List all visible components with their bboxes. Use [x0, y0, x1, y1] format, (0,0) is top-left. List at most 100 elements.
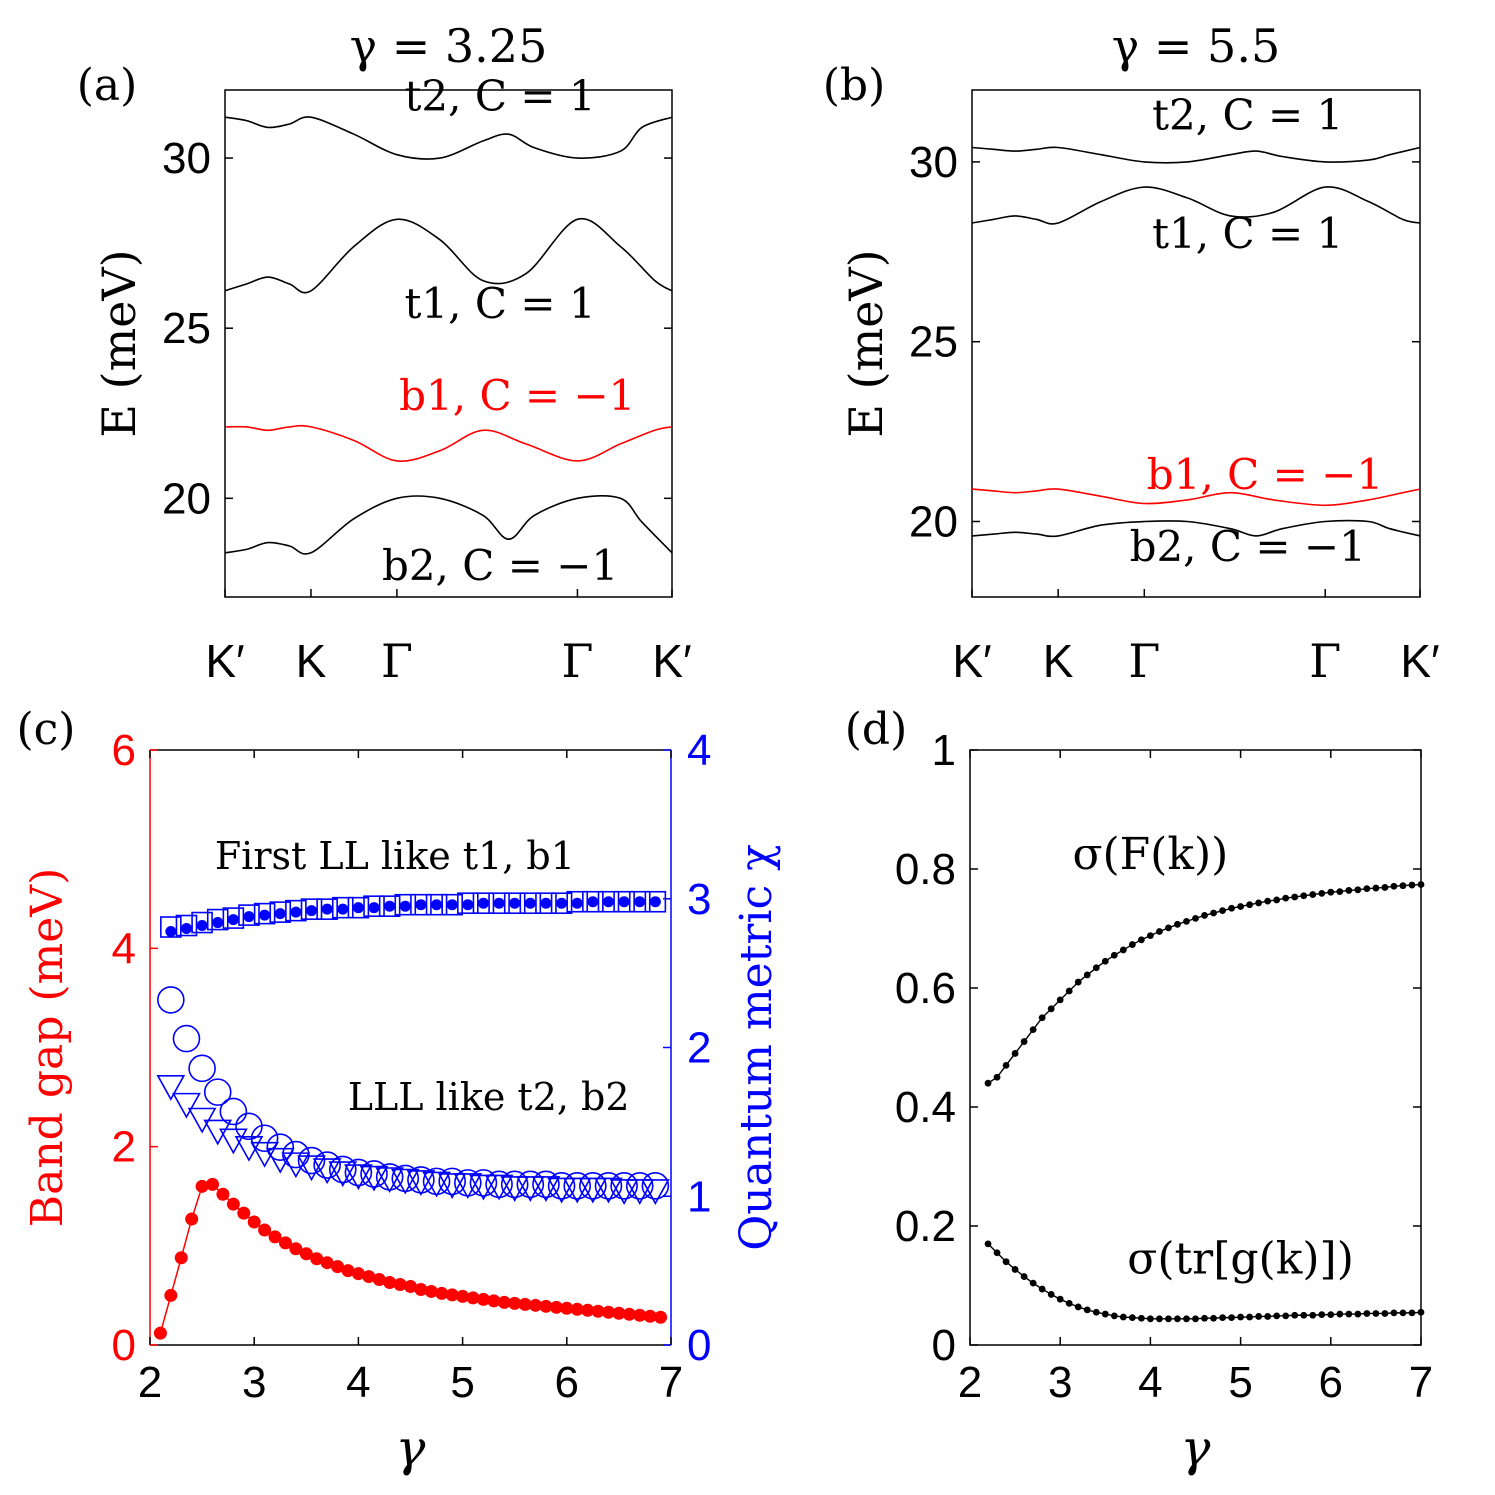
series-point: [1092, 964, 1100, 972]
metric-point-t2: [625, 1172, 654, 1200]
gap-point: [581, 1303, 595, 1317]
series-point: [1156, 928, 1163, 935]
panel-label: (a): [77, 60, 138, 111]
band-curve: [971, 186, 1421, 225]
metric-point-b2: [469, 1174, 498, 1201]
metric-point-b2: [500, 1176, 530, 1202]
series-point: [1399, 1309, 1407, 1317]
x-axis-label: γ: [1181, 1419, 1211, 1477]
gap-point: [341, 1264, 355, 1278]
metric-point-t1: [191, 911, 213, 934]
panel-title: γ = 5.5: [1112, 19, 1280, 73]
metric-point-t2: [203, 1078, 232, 1106]
metric-point-b2: [515, 1176, 545, 1202]
metric-point-t1: [644, 890, 667, 913]
y-tick-label-left: 0: [112, 1321, 136, 1370]
metric-point-b2: [406, 1170, 436, 1197]
metric-point-t2: [516, 1170, 545, 1199]
plot-frame: [224, 89, 673, 598]
gap-point: [247, 1215, 261, 1229]
y-tick-label-left: 6: [112, 726, 136, 775]
metric-point-b1: [227, 914, 239, 926]
metric-point-t2: [188, 1054, 216, 1083]
x-tick-label: K′: [1400, 635, 1439, 687]
gap-point: [195, 1179, 209, 1193]
series-point: [1237, 1313, 1244, 1321]
gap-point: [497, 1295, 511, 1309]
series-point: [1174, 1315, 1181, 1323]
panel-d: 2 3 4 5 6 7 0 0.2 0.4 0.6 0.8 1 σ(F(k)) σ(tr[g(k)]) γ (…: [845, 704, 1433, 1477]
gap-point: [362, 1270, 376, 1284]
metric-point-b2: [594, 1177, 623, 1204]
metric-point-b2: [422, 1171, 451, 1198]
gap-point: [612, 1306, 626, 1320]
metric-point-b1: [415, 899, 427, 911]
metric-point-t2: [579, 1172, 607, 1200]
series-point: [1119, 1313, 1127, 1321]
metric-point-b1: [321, 903, 333, 915]
series-point: [1020, 1038, 1028, 1045]
metric-point-t1: [253, 902, 276, 925]
metric-point-t2: [532, 1170, 560, 1199]
metric-point-t2: [438, 1167, 466, 1196]
gap-point: [466, 1291, 480, 1305]
series-point: [1047, 1005, 1055, 1013]
series-point: [1417, 1308, 1425, 1316]
series-point: [1038, 1285, 1046, 1293]
series-point: [1255, 899, 1263, 907]
metric-point-b2: [312, 1158, 342, 1185]
x-tick-label: Γ: [381, 634, 413, 688]
gap-point: [258, 1223, 272, 1237]
series-point: [1074, 978, 1082, 986]
x-tick-label: 2: [958, 1358, 982, 1407]
series-point: [1246, 1313, 1254, 1321]
series-point: [1399, 882, 1407, 890]
gap-point: [591, 1304, 605, 1318]
gap-point: [268, 1230, 282, 1244]
gap-point: [289, 1242, 303, 1256]
band-curve: [224, 116, 673, 160]
series-point: [1174, 920, 1181, 928]
series-point: [1056, 996, 1064, 1004]
metric-point-t1: [285, 899, 307, 922]
series-point: [1020, 1273, 1028, 1280]
y-tick-label-right: 0: [687, 1321, 711, 1370]
metric-point-b2: [156, 1074, 186, 1101]
gap-point: [622, 1307, 636, 1321]
metric-point-t2: [266, 1133, 295, 1161]
metric-point-b1: [337, 903, 349, 915]
gap-point: [633, 1308, 647, 1322]
y-tick-label: 1: [932, 726, 956, 775]
series-point: [993, 1249, 1001, 1257]
series-point: [1056, 1295, 1064, 1303]
series-point: [1147, 932, 1154, 940]
x-tick-label: K′: [205, 635, 244, 687]
series-point: [1137, 1314, 1145, 1322]
series-point: [1165, 924, 1172, 932]
series-point: [1237, 903, 1244, 910]
y-tick-label: 30: [162, 134, 211, 183]
y-tick-label-left: 2: [112, 1123, 136, 1172]
gap-point: [278, 1236, 292, 1250]
x-tick-label: 5: [450, 1358, 474, 1407]
series-point: [1074, 1303, 1082, 1311]
gap-point: [299, 1247, 313, 1261]
series-point: [1390, 882, 1398, 890]
series-point: [1273, 896, 1281, 904]
metric-point-t1: [222, 907, 245, 929]
y-tick-label-left: 4: [112, 924, 136, 973]
metric-point-b1: [634, 896, 646, 908]
panel-label: (d): [845, 704, 908, 755]
series-point: [1156, 1315, 1163, 1323]
gap-point: [164, 1288, 178, 1302]
gap-point: [560, 1301, 574, 1315]
metric-point-b2: [484, 1174, 514, 1201]
x-tick-label: K′: [952, 635, 991, 687]
series-point: [1264, 897, 1272, 905]
series-point: [1336, 888, 1344, 896]
metric-point-t2: [344, 1158, 373, 1187]
series-point: [1381, 884, 1389, 891]
metric-point-t2: [360, 1160, 388, 1188]
metric-point-b1: [540, 897, 552, 909]
